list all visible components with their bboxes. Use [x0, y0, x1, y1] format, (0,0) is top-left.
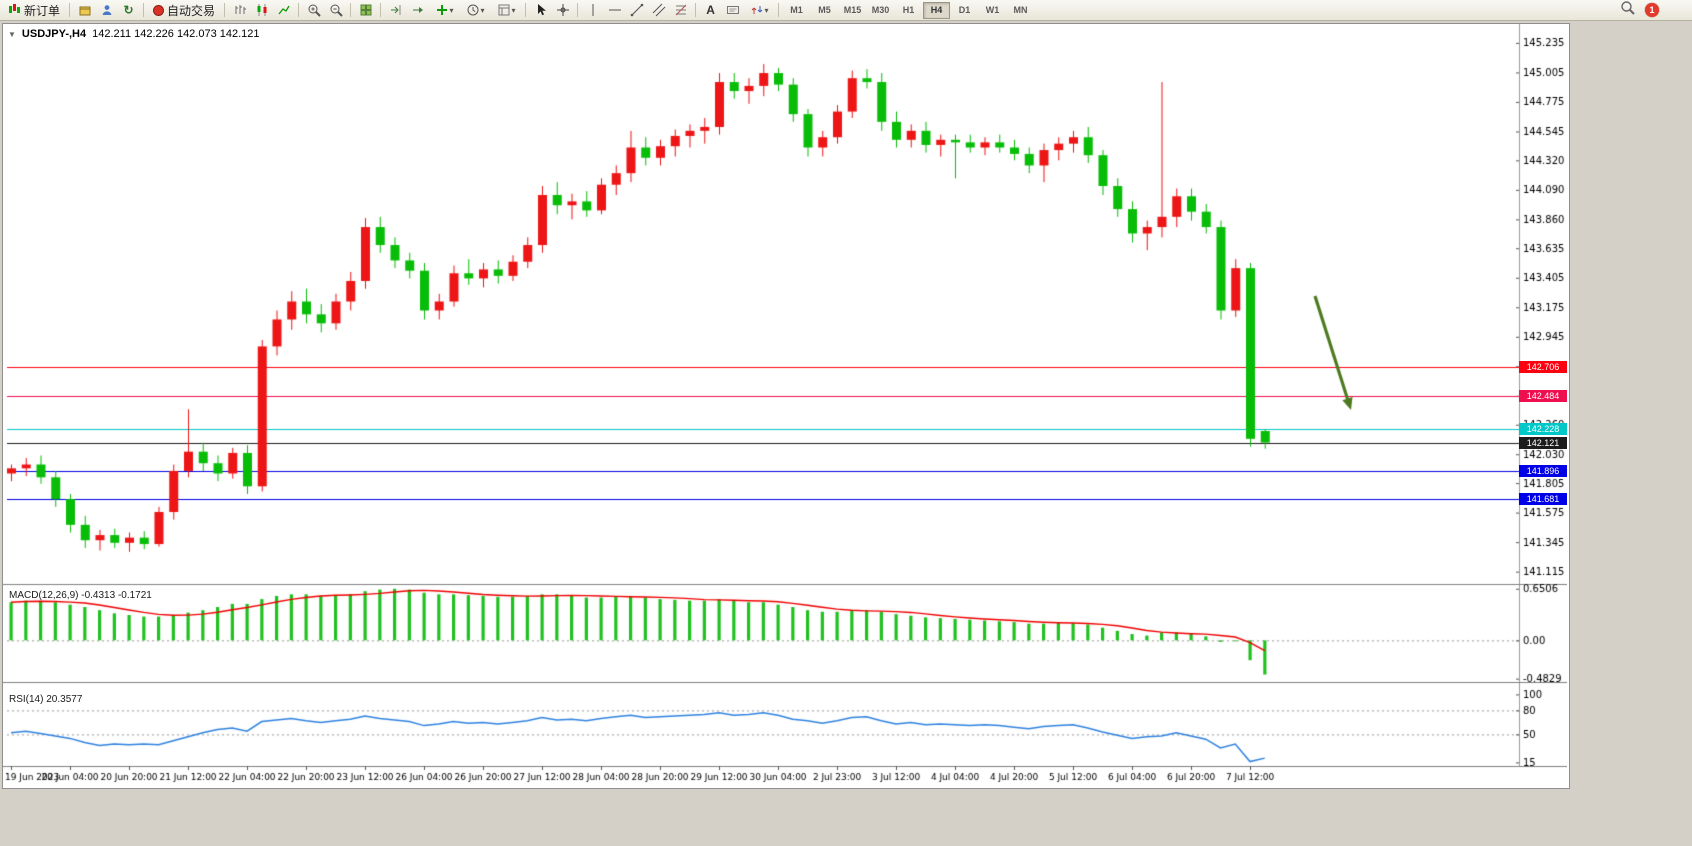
new-order-icon — [8, 2, 21, 18]
text-label-icon[interactable] — [722, 1, 743, 19]
market-watch-icon[interactable] — [74, 1, 95, 19]
text-icon[interactable]: A — [706, 3, 715, 17]
notification-badge[interactable]: 1 — [1645, 3, 1659, 17]
periods-button[interactable]: ▾ — [460, 1, 490, 19]
separator — [695, 3, 697, 17]
separator — [577, 3, 579, 17]
separator — [525, 3, 527, 17]
chevron-down-icon: ▾ — [511, 5, 516, 15]
timeframe-mn-button[interactable]: MN — [1013, 5, 1028, 15]
price-level-label-resistance-2: 142.484 — [1519, 390, 1567, 402]
autotrade-status-icon — [153, 4, 165, 16]
horizontal-line-icon[interactable] — [604, 1, 625, 19]
tile-windows-icon[interactable] — [355, 1, 376, 19]
new-order-label: 新订单 — [24, 3, 61, 18]
trendline-icon[interactable] — [626, 1, 647, 19]
chevron-down-icon: ▾ — [449, 5, 454, 15]
zoom-out-icon[interactable] — [325, 1, 346, 19]
profiles-icon[interactable] — [96, 1, 117, 19]
separator — [778, 3, 780, 17]
auto-scroll-icon[interactable] — [407, 1, 428, 19]
separator — [298, 3, 300, 17]
chevron-down-icon: ▾ — [764, 5, 769, 15]
timeframe-d1-button[interactable]: D1 — [958, 5, 971, 15]
chevron-down-icon: ▾ — [480, 5, 485, 15]
line-chart-icon[interactable] — [273, 1, 294, 19]
bar-chart-icon[interactable] — [229, 1, 250, 19]
separator — [380, 3, 382, 17]
separator — [69, 3, 71, 17]
price-level-label-support-2: 141.681 — [1519, 493, 1567, 505]
cursor-icon[interactable] — [530, 1, 551, 19]
refresh-icon[interactable]: ↻ — [123, 3, 134, 17]
separator — [224, 3, 226, 17]
price-level-label-support-cyan: 142.228 — [1519, 423, 1567, 435]
timeframe-m1-button[interactable]: M1 — [790, 5, 803, 15]
new-order-button[interactable]: 新订单 — [3, 1, 65, 19]
collapse-chart-icon[interactable]: ▼ — [8, 29, 16, 39]
timeframe-w1-button[interactable]: W1 — [985, 5, 1000, 15]
chart-shift-icon[interactable] — [385, 1, 406, 19]
price-level-label-resistance-1: 142.706 — [1519, 361, 1567, 373]
crosshair-icon[interactable] — [552, 1, 573, 19]
toolbar: 新订单 ↻ 自动交易 ▾ ▾ ▾ — [0, 0, 1692, 21]
timeframe-m30-button[interactable]: M30 — [871, 5, 890, 15]
autotrade-button[interactable]: 自动交易 — [148, 1, 220, 19]
channel-icon[interactable] — [648, 1, 669, 19]
price-level-label-support-1: 141.896 — [1519, 465, 1567, 477]
separator — [350, 3, 352, 17]
arrows-button[interactable]: ▾ — [744, 1, 774, 19]
timeframe-h4-button[interactable]: H4 — [923, 1, 951, 19]
timeframe-h1-button[interactable]: H1 — [902, 5, 915, 15]
templates-button[interactable]: ▾ — [491, 1, 521, 19]
toolbar-right: 1 — [1620, 0, 1659, 20]
timeframe-m5-button[interactable]: M5 — [818, 5, 831, 15]
timeframe-m15-button[interactable]: M15 — [843, 5, 862, 15]
candlestick-chart-icon[interactable] — [251, 1, 272, 19]
indicators-button[interactable]: ▾ — [429, 1, 459, 19]
zoom-in-icon[interactable] — [303, 1, 324, 19]
autotrade-label: 自动交易 — [167, 3, 216, 18]
chart-canvas[interactable] — [3, 24, 1567, 786]
current-price-label: 142.121 — [1519, 437, 1567, 449]
chart-window: ▼ USDJPY-,H4 142.211 142.226 142.073 142… — [2, 23, 1570, 789]
vertical-line-icon[interactable] — [582, 1, 603, 19]
fibonacci-icon[interactable] — [670, 1, 691, 19]
separator — [143, 3, 145, 17]
search-icon[interactable] — [1620, 0, 1635, 20]
